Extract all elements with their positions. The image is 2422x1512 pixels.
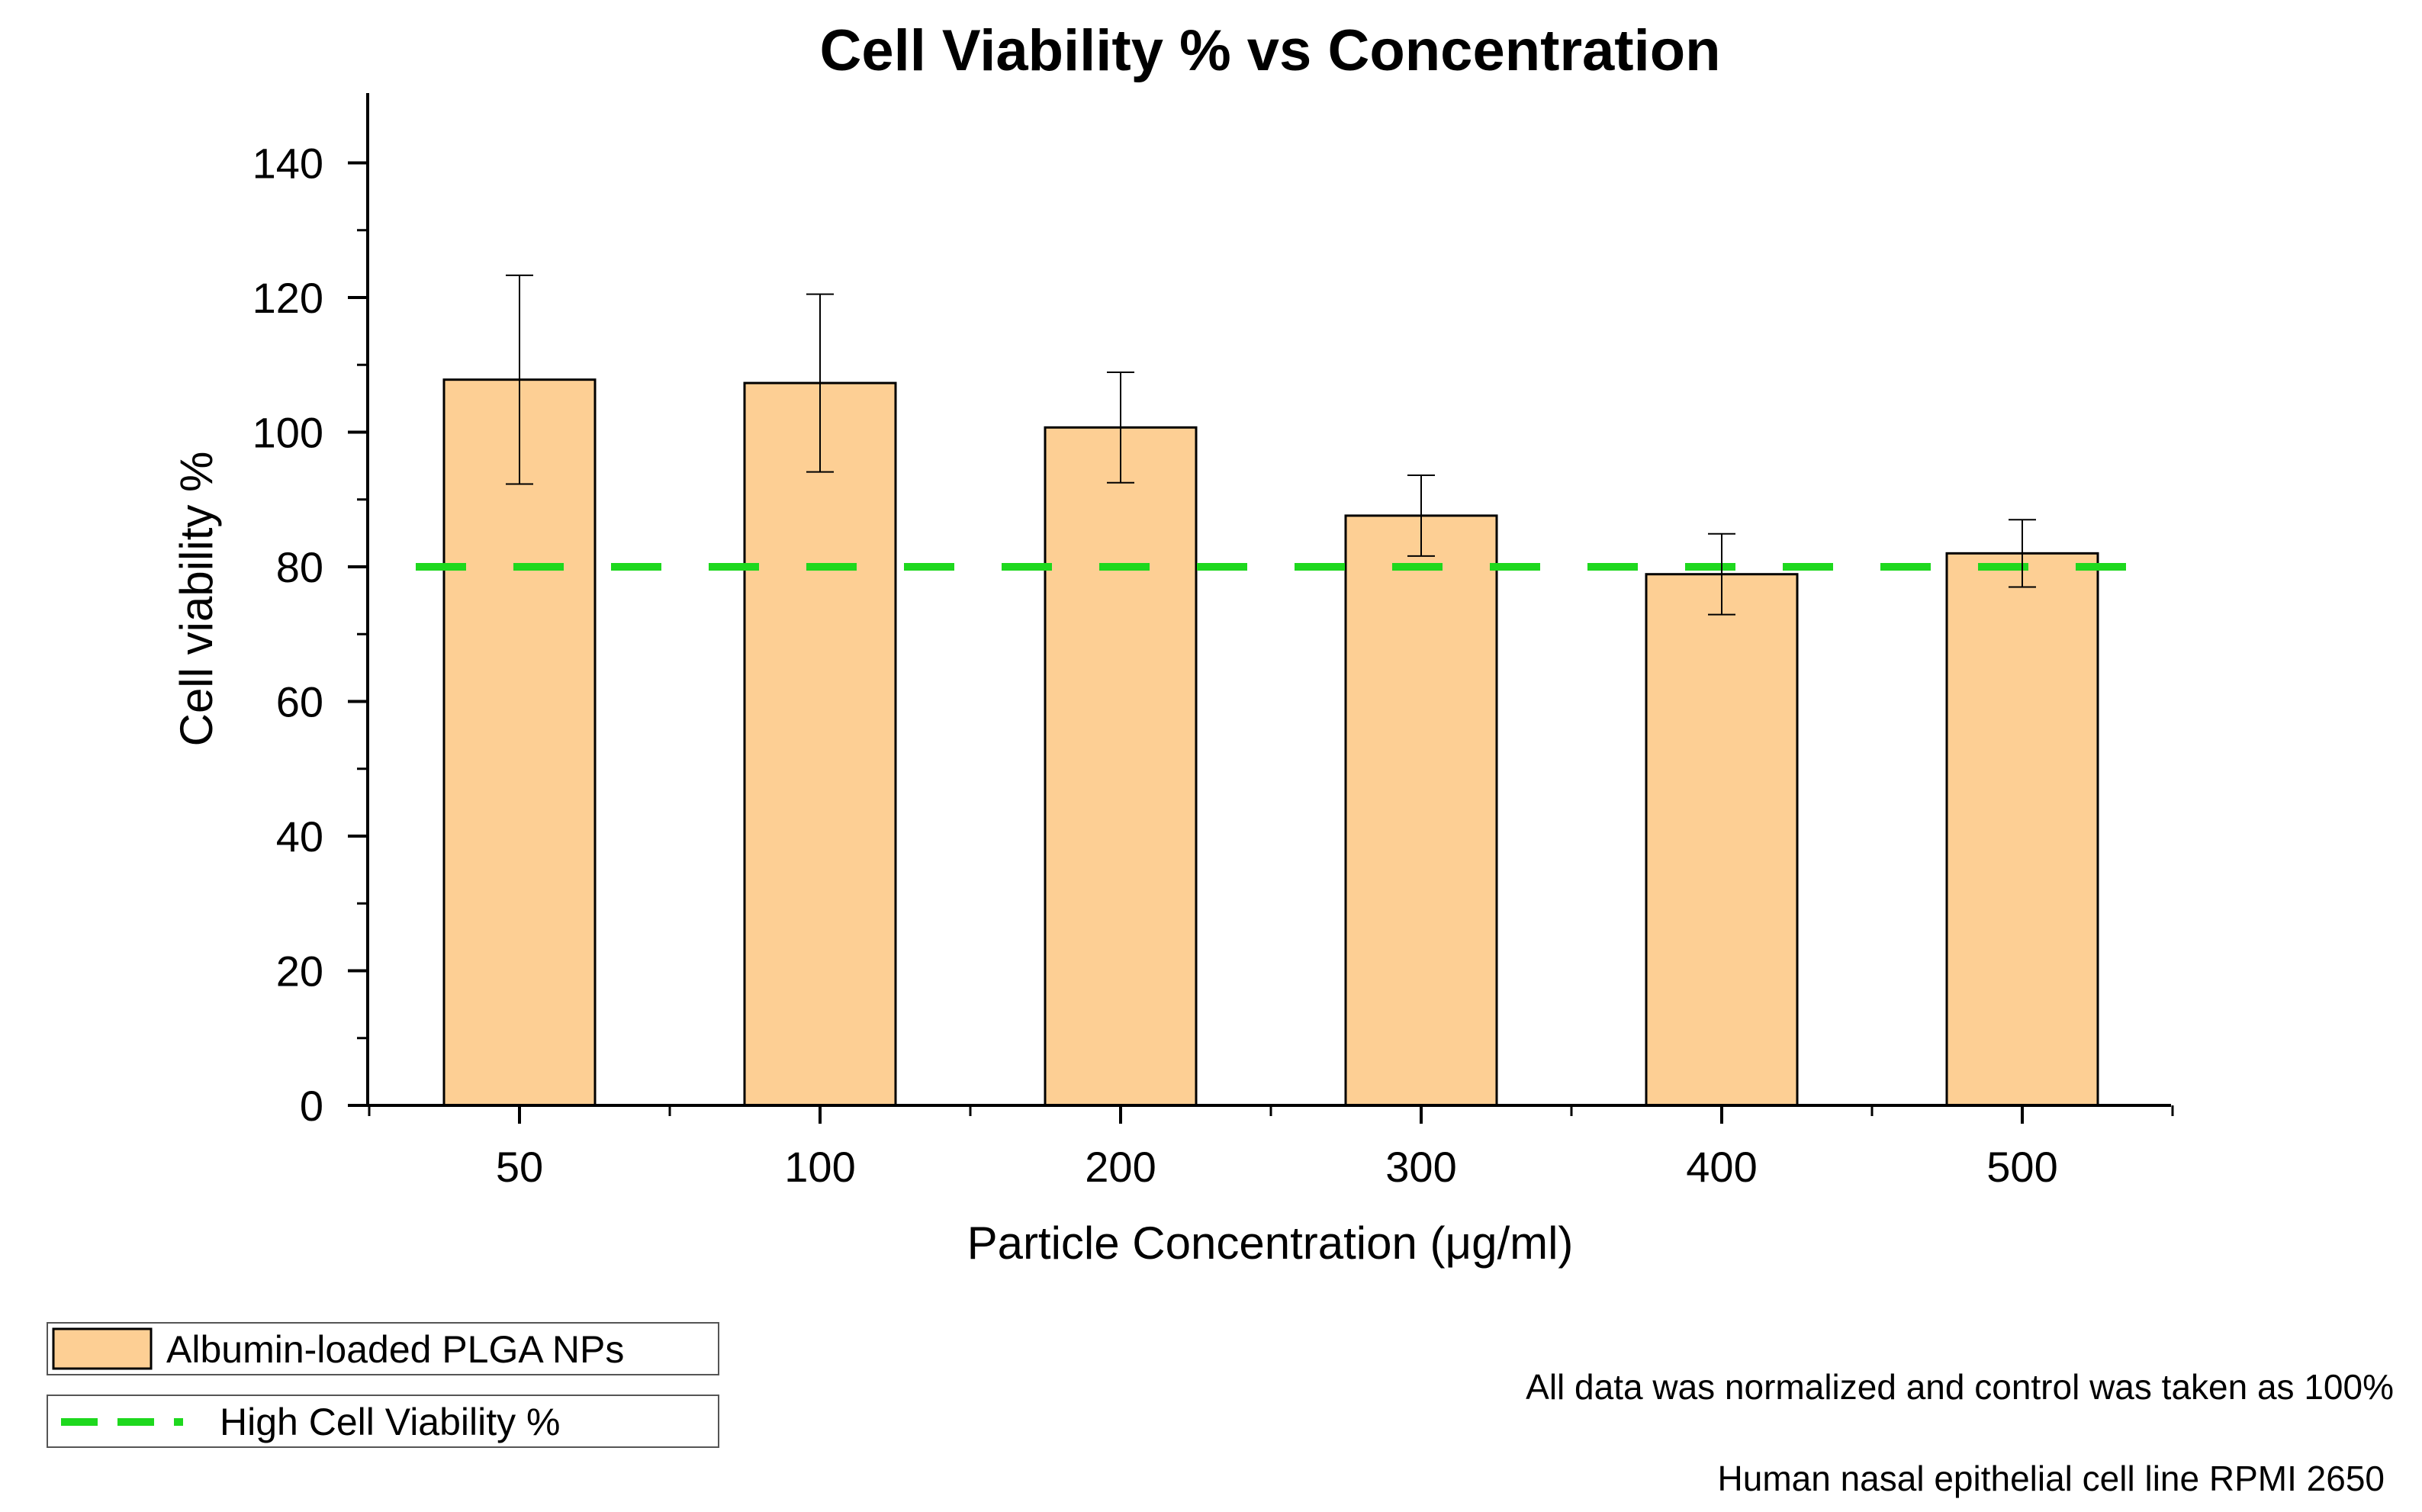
legend-item-refline: High Cell Viability % bbox=[47, 1395, 719, 1448]
error-bar-200 bbox=[1107, 371, 1134, 484]
bar-400 bbox=[1645, 573, 1799, 1107]
x-ticks-group: 50 100 200 300 400 500 bbox=[368, 1105, 2174, 1191]
bars-group bbox=[442, 378, 2099, 1107]
x-tick-label: 100 bbox=[784, 1143, 855, 1191]
y-tick-label: 60 bbox=[276, 678, 323, 726]
x-tick-label: 500 bbox=[1986, 1143, 2057, 1191]
x-tick-label: 50 bbox=[496, 1143, 543, 1191]
error-bars-group bbox=[506, 274, 2036, 616]
legend-swatch-bars bbox=[52, 1327, 153, 1370]
error-bar-500 bbox=[2009, 519, 2036, 588]
y-ticks-group: 0 20 40 60 80 100 120 140 bbox=[252, 140, 368, 1130]
x-tick-label: 400 bbox=[1686, 1143, 1757, 1191]
bar-100 bbox=[743, 381, 897, 1107]
error-bar-400 bbox=[1708, 532, 1735, 616]
y-tick-label: 120 bbox=[252, 274, 323, 322]
annotation-cell-line: Human nasal epithelial cell line RPMI 26… bbox=[1718, 1459, 2385, 1498]
bar-200 bbox=[1044, 426, 1198, 1107]
x-tick-label: 300 bbox=[1385, 1143, 1456, 1191]
y-tick-label: 0 bbox=[300, 1082, 323, 1130]
axes-group bbox=[366, 93, 2171, 1107]
y-tick-label: 40 bbox=[276, 812, 323, 861]
legend-box-refline bbox=[47, 1395, 719, 1448]
y-tick-label: 20 bbox=[276, 947, 323, 996]
error-bar-50 bbox=[506, 274, 533, 485]
legend-label-bars: Albumin-loaded PLGA NPs bbox=[166, 1328, 624, 1371]
x-axis-label: Particle Concentration (μg/ml) bbox=[967, 1218, 1574, 1269]
y-axis-label: Cell viability % bbox=[171, 452, 222, 747]
bar-500 bbox=[1945, 552, 2099, 1107]
bar-50 bbox=[442, 378, 597, 1107]
bar-300 bbox=[1344, 514, 1498, 1107]
annotation-normalization: All data was normalized and control was … bbox=[1526, 1367, 2394, 1407]
chart-title: Cell Viability % vs Concentration bbox=[819, 18, 1720, 83]
y-tick-label: 80 bbox=[276, 543, 323, 591]
error-bar-300 bbox=[1407, 474, 1435, 557]
legend-box-bars bbox=[47, 1322, 719, 1375]
y-tick-label: 100 bbox=[252, 409, 323, 457]
legend-item-bars: Albumin-loaded PLGA NPs bbox=[47, 1322, 719, 1375]
error-bar-100 bbox=[806, 293, 834, 473]
x-tick-label: 200 bbox=[1085, 1143, 1156, 1191]
y-tick-label: 140 bbox=[252, 140, 323, 188]
legend-label-refline: High Cell Viability % bbox=[220, 1401, 560, 1443]
